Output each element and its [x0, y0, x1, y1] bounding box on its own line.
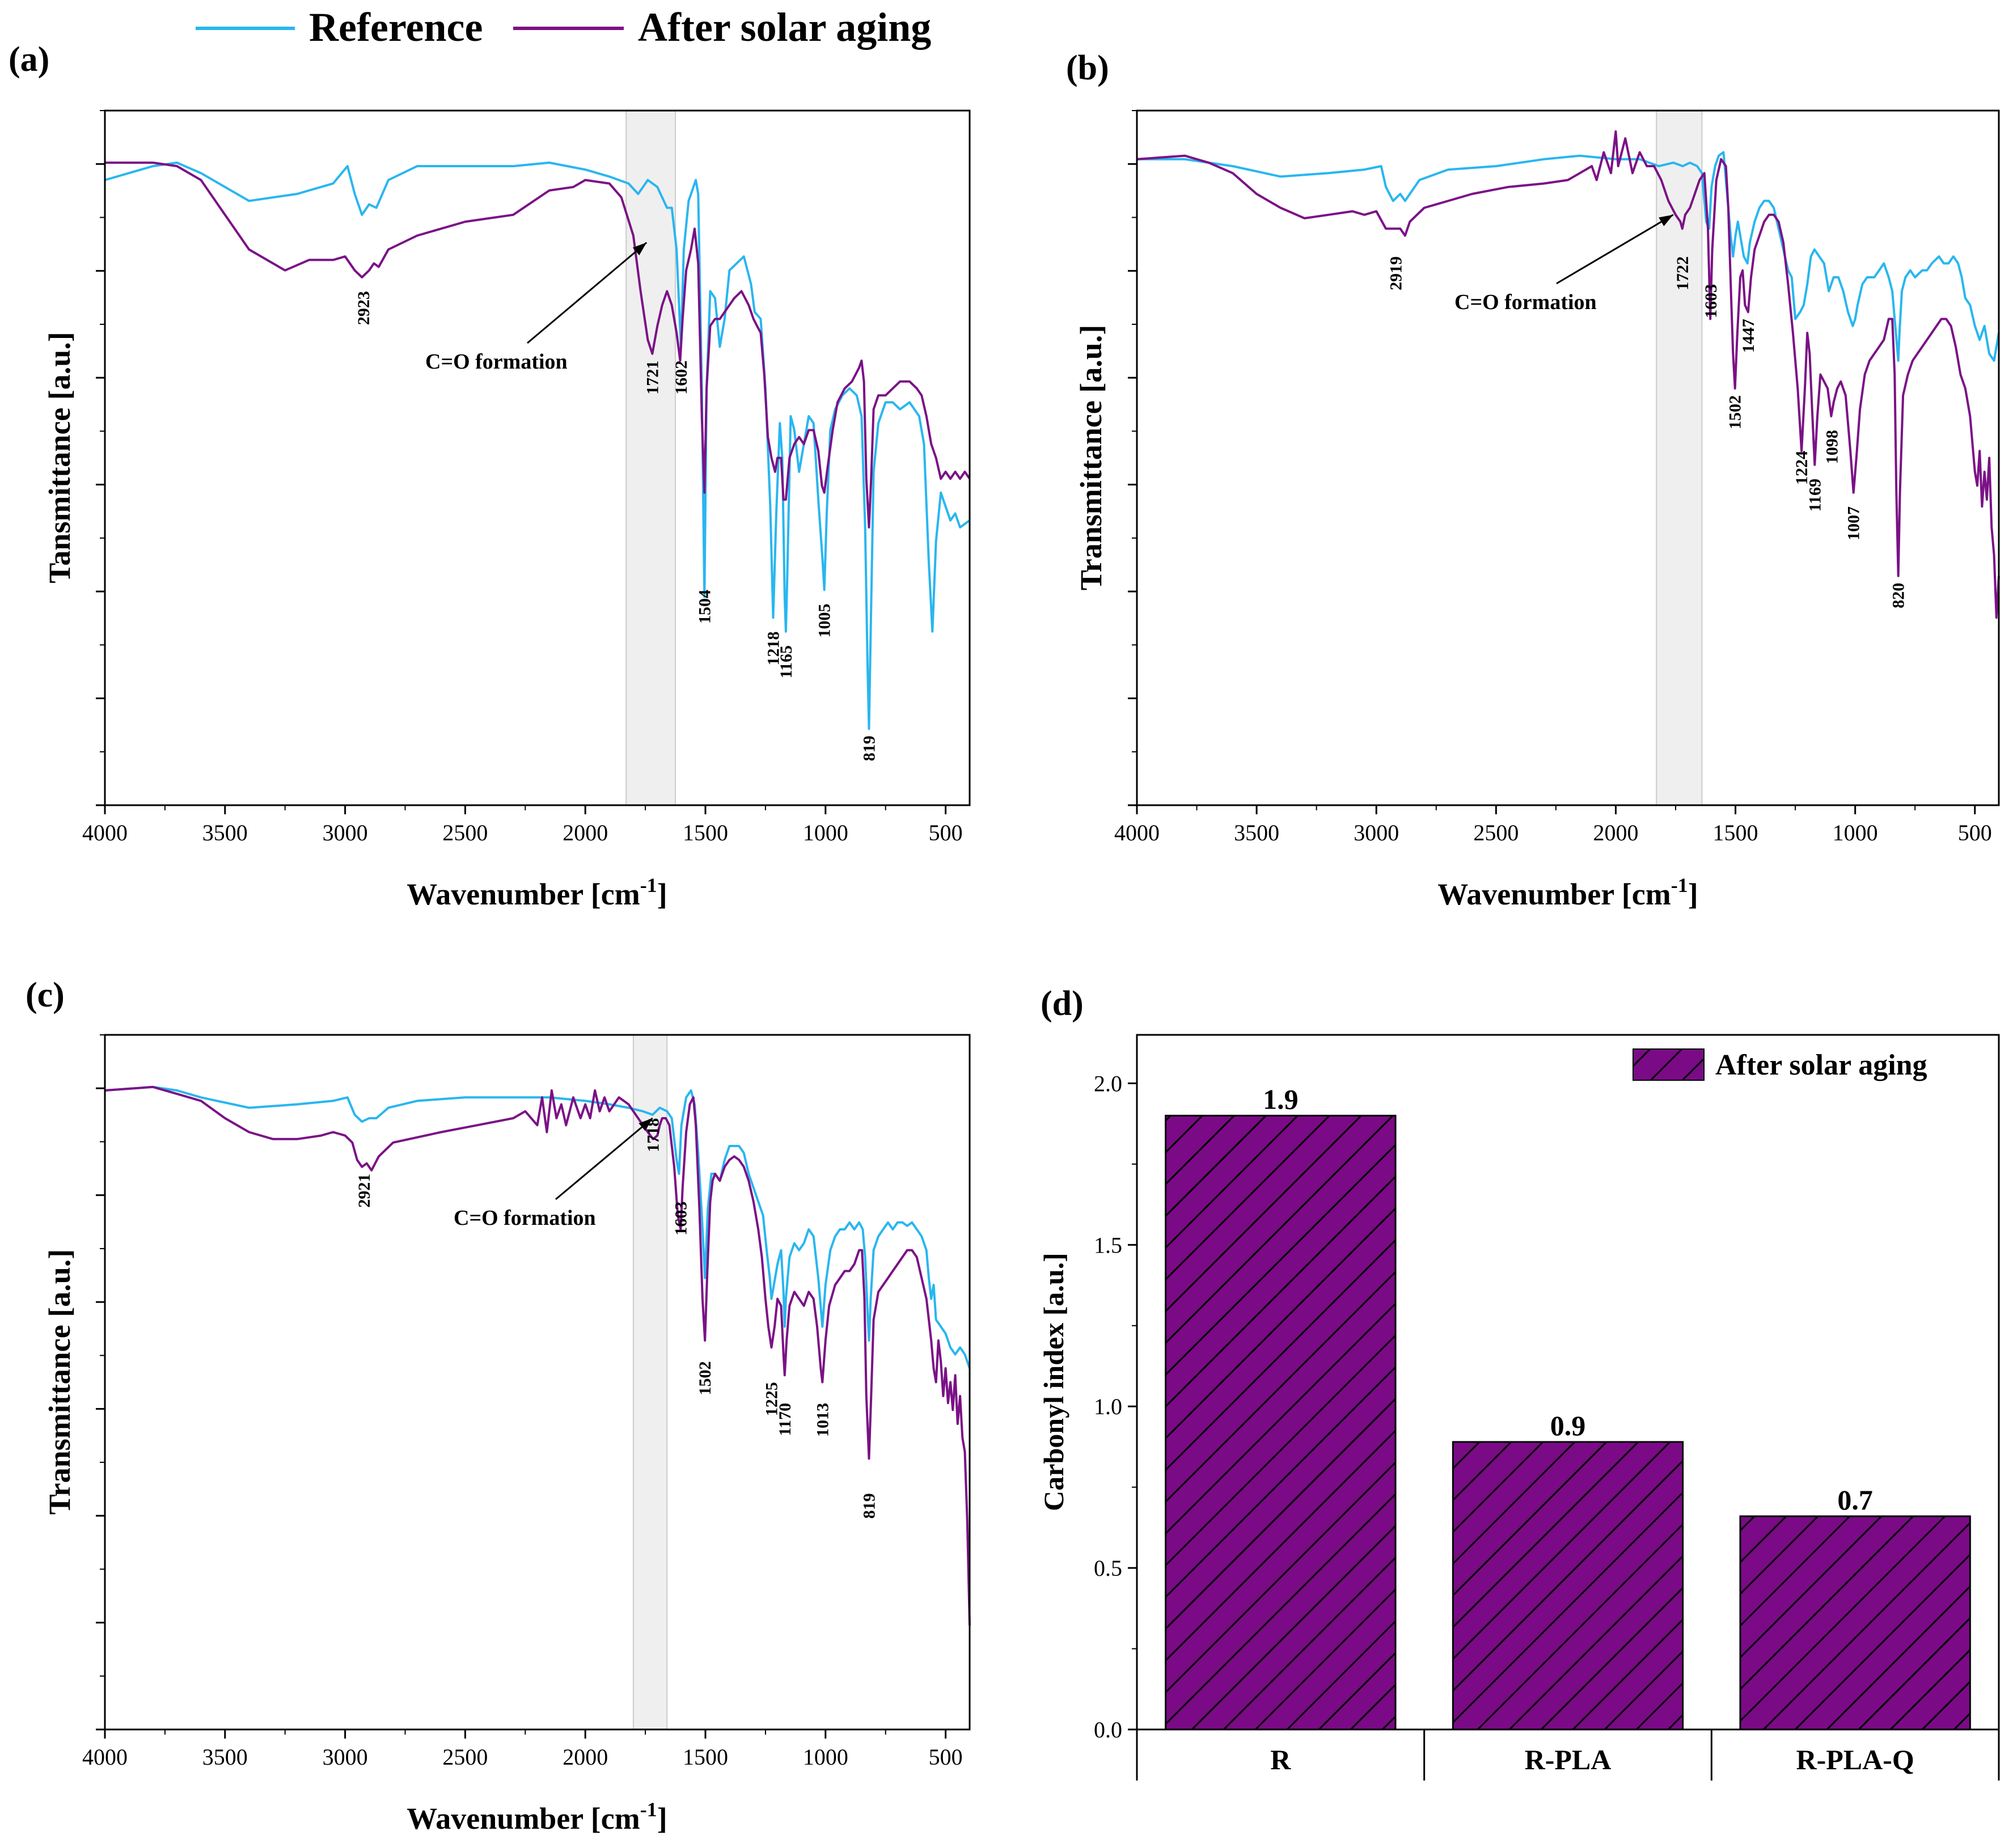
- panel-b-annotation-arrow: [1557, 215, 1673, 284]
- panel-a-xtick-label: 500: [929, 820, 963, 845]
- panel-a-xlabel: Wavenumber [cm-1]: [407, 874, 667, 911]
- panel-a-xtick-label: 4000: [82, 820, 128, 845]
- panel-b-peak-label: 1447: [1739, 319, 1758, 353]
- bar-r-pla: [1453, 1442, 1682, 1729]
- top-legend: Reference After solar aging: [196, 5, 931, 50]
- panel-b-label: (b): [1066, 49, 1109, 87]
- panel-b-xtick-label: 3500: [1234, 820, 1279, 845]
- panel-b-peak-label: 1007: [1845, 506, 1863, 540]
- panel-b-series-reference: [1137, 153, 1999, 361]
- panel-c-xtick-label: 500: [929, 1744, 963, 1770]
- bar-r: [1166, 1115, 1395, 1729]
- panel-b-xtick-label: 2000: [1593, 820, 1638, 845]
- panel-d-ytick-label: 1.5: [1094, 1232, 1122, 1258]
- panel-d-legend-swatch: [1633, 1049, 1704, 1080]
- panel-a-band: [626, 111, 675, 805]
- panel-a-peak-label: 1005: [815, 604, 834, 638]
- panel-a-label: (a): [9, 40, 49, 79]
- panel-b-band: [1656, 111, 1702, 805]
- panel-d-ylabel: Carbonyl index [a.u.]: [1038, 1253, 1069, 1511]
- category-label: R-PLA-Q: [1796, 1744, 1914, 1775]
- panel-c-peak-label: 1502: [696, 1361, 714, 1395]
- panel-c-peak-label: 819: [860, 1493, 879, 1519]
- panel-d-ytick-label: 2.0: [1094, 1071, 1122, 1096]
- panel-c-frame: [105, 1035, 970, 1729]
- panel-c-xtick-label: 2000: [563, 1744, 608, 1770]
- panel-d-ytick-label: 0.0: [1094, 1717, 1122, 1743]
- panel-b-frame: [1137, 111, 1999, 805]
- panel-c-label: (c): [26, 976, 65, 1014]
- panel-c-xtick-label: 2500: [442, 1744, 488, 1770]
- panel-c-peak-label: 1603: [671, 1202, 690, 1236]
- bar-value-label: 0.7: [1837, 1484, 1873, 1516]
- panel-b-xtick-label: 1000: [1833, 820, 1878, 845]
- panel-a-xtick-label: 2500: [442, 820, 488, 845]
- panel-b-xtick-label: 2500: [1473, 820, 1519, 845]
- panel-b-xtick-label: 3000: [1354, 820, 1399, 845]
- panel-b-peak-label: 1098: [1822, 430, 1841, 464]
- panel-c-xtick-label: 3500: [202, 1744, 248, 1770]
- panel-a-xtick-label: 1500: [683, 820, 728, 845]
- panel-a-annotation-text: C=O formation: [425, 350, 568, 374]
- panel-b-peak-label: 1502: [1726, 395, 1745, 429]
- panel-c-peak-label: 2921: [355, 1174, 374, 1208]
- legend-reference-label: Reference: [309, 5, 483, 50]
- category-label: R: [1270, 1744, 1291, 1775]
- panel-d-ytick-label: 1.0: [1094, 1394, 1122, 1419]
- panel-a-series-reference: [105, 163, 970, 729]
- panel-a-series-aged: [105, 163, 970, 527]
- panel-c-series-aged: [105, 1087, 970, 1625]
- panel-a-peak-label: 1602: [672, 361, 691, 395]
- panel-b-peak-label: 2919: [1386, 256, 1405, 290]
- panel-d-legend: After solar aging: [1633, 1049, 1927, 1081]
- panel-c-xtick-label: 4000: [82, 1744, 128, 1770]
- category-label: R-PLA: [1525, 1744, 1612, 1775]
- panel-b-peak-label: 1603: [1702, 284, 1720, 318]
- panel-b-series-aged: [1137, 132, 1999, 618]
- panel-a-xtick-label: 3500: [202, 820, 248, 845]
- bar-value-label: 0.9: [1550, 1410, 1586, 1441]
- panel-c-peak-label: 1013: [813, 1403, 832, 1437]
- panel-a-peak-label: 1165: [777, 645, 796, 678]
- panel-b-xlabel: Wavenumber [cm-1]: [1437, 874, 1698, 911]
- panel-c-xtick-label: 1000: [803, 1744, 848, 1770]
- panel-c-xlabel: Wavenumber [cm-1]: [407, 1798, 667, 1836]
- panel-b-xtick-label: 1500: [1713, 820, 1758, 845]
- panel-a-ylabel: Tansmittance [a.u.]: [43, 332, 77, 583]
- panel-c-xtick-label: 1500: [683, 1744, 728, 1770]
- panel-b-peak-label: 1722: [1673, 256, 1692, 290]
- panel-b-annotation-text: C=O formation: [1454, 290, 1597, 314]
- panel-a-xtick-label: 2000: [563, 820, 608, 845]
- panel-b-xtick-label: 4000: [1114, 820, 1160, 845]
- panel-c-annotation-text: C=O formation: [454, 1206, 596, 1230]
- panel-d-label: (d): [1041, 984, 1084, 1023]
- panel-b-ylabel: Transmittance [a.u.]: [1074, 325, 1108, 590]
- panel-b-xtick-label: 500: [1958, 820, 1992, 845]
- panel-c-ylabel: Transmittance [a.u.]: [43, 1249, 77, 1515]
- panel-a-peak-label: 2923: [354, 291, 373, 325]
- panel-a-xtick-label: 1000: [803, 820, 848, 845]
- panel-a-frame: [105, 111, 970, 805]
- bar-r-pla-q: [1740, 1516, 1970, 1729]
- panel-a-xtick-label: 3000: [323, 820, 368, 845]
- panel-c-peak-label: 1170: [776, 1403, 794, 1436]
- panel-d-ytick-label: 0.5: [1094, 1555, 1122, 1581]
- panel-a-peak-label: 819: [860, 735, 879, 761]
- panel-c-xtick-label: 3000: [323, 1744, 368, 1770]
- panel-b-peak-label: 820: [1889, 583, 1908, 608]
- bar-value-label: 1.9: [1263, 1083, 1299, 1115]
- legend-aged-label: After solar aging: [638, 5, 931, 50]
- panel-b-peak-label: 1169: [1805, 479, 1824, 511]
- panel-a-peak-label: 1504: [695, 590, 714, 624]
- panel-d: (d) 1.9 0.9 0.7 R R-PLA R-PLA-Q 0.0 0.5 1.0 1.5…: [1038, 984, 1999, 1781]
- panel-d-legend-label: After solar aging: [1715, 1049, 1927, 1081]
- figure-canvas: Reference After solar aging (a) 2923 1721…: [0, 0, 2013, 1848]
- panel-a-peak-label: 1721: [643, 361, 662, 395]
